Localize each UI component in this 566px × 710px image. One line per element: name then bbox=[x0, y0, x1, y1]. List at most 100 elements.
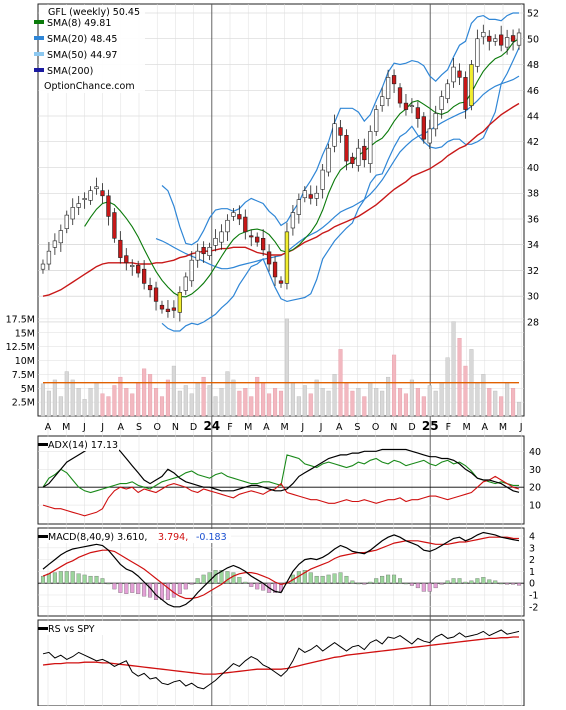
legend-swatch-sma20 bbox=[34, 36, 44, 40]
volume-bar bbox=[106, 396, 111, 417]
candle-body bbox=[64, 214, 69, 229]
volume-bar bbox=[433, 390, 438, 417]
candle-body bbox=[255, 236, 260, 243]
legend-sma8: SMA(8) 49.81 bbox=[47, 18, 111, 29]
macd-histogram-bar bbox=[415, 583, 420, 589]
macd-histogram-bar bbox=[463, 581, 468, 584]
adx-label: ADX(14) 17.13 bbox=[48, 440, 118, 451]
x-month-label: J bbox=[319, 422, 323, 433]
volume-bar bbox=[148, 374, 153, 417]
candle-body bbox=[320, 169, 325, 190]
adx-tick-label: 20 bbox=[529, 483, 541, 494]
macd-histogram-bar bbox=[338, 572, 343, 584]
candle-body bbox=[171, 307, 177, 311]
volume-bar bbox=[70, 379, 75, 417]
macd-histogram-bar bbox=[231, 572, 236, 584]
candle-body bbox=[231, 212, 236, 217]
volume-tick-label: 12.5M bbox=[6, 342, 35, 353]
x-month-label: N bbox=[390, 422, 397, 433]
band-upper bbox=[161, 12, 519, 246]
macd-tick-label: 1 bbox=[529, 567, 535, 578]
macd-histogram-bar bbox=[332, 573, 337, 584]
volume-bar bbox=[159, 396, 165, 417]
macd-histogram-bar bbox=[118, 583, 123, 593]
candle-body bbox=[433, 113, 438, 130]
legend-sma200: SMA(200) bbox=[47, 66, 93, 77]
indicator-lines bbox=[38, 443, 524, 690]
volume-bar bbox=[350, 390, 355, 417]
macd-histogram-bar bbox=[362, 583, 367, 585]
volume-bar bbox=[374, 388, 379, 417]
candle-body bbox=[189, 259, 194, 282]
rs-line bbox=[42, 629, 520, 690]
volume-bar bbox=[189, 393, 194, 417]
volume-bar bbox=[505, 382, 510, 417]
volume-bar bbox=[409, 379, 414, 417]
candle-body bbox=[439, 96, 444, 110]
volume-bar bbox=[183, 385, 188, 417]
price-tick-label: 34 bbox=[527, 240, 539, 251]
macd-histogram-bar bbox=[64, 571, 69, 584]
price-tick-label: 46 bbox=[527, 86, 539, 97]
volume-bar bbox=[249, 396, 254, 417]
volume-bar bbox=[511, 388, 516, 417]
volume-bar bbox=[171, 365, 176, 417]
volume-bar bbox=[52, 379, 57, 417]
grid-lines bbox=[38, 4, 524, 706]
volume-bar bbox=[88, 388, 93, 417]
macd-histogram-bar bbox=[326, 574, 331, 584]
volume-bar bbox=[58, 396, 63, 417]
candle-body bbox=[308, 194, 313, 199]
volume-bar bbox=[314, 379, 319, 417]
sma200-line bbox=[42, 102, 520, 297]
adx-tick-label: 30 bbox=[529, 465, 541, 476]
price-tick-label: 28 bbox=[527, 317, 539, 328]
candle-body bbox=[237, 214, 242, 220]
volume-bar bbox=[445, 357, 450, 417]
macd-histogram-bar bbox=[207, 572, 212, 584]
macd-label: MACD(8,40,9) 3.610, bbox=[48, 532, 147, 543]
legend-sma20: SMA(20) 48.45 bbox=[47, 34, 117, 45]
macd-tick-label: -1 bbox=[529, 590, 538, 601]
candle-body bbox=[403, 102, 409, 110]
candle-body bbox=[183, 276, 188, 291]
candle-body bbox=[100, 190, 105, 197]
macd-histogram-bar bbox=[183, 583, 188, 590]
candle-body bbox=[195, 250, 200, 261]
volume-bar bbox=[397, 388, 403, 417]
candle-body bbox=[225, 219, 230, 233]
x-month-label: D bbox=[190, 422, 197, 433]
macd-label-bg bbox=[39, 529, 231, 543]
candle-body bbox=[88, 190, 93, 201]
macd-histogram-bar bbox=[439, 583, 444, 585]
band-lower bbox=[161, 47, 520, 332]
volume-bar bbox=[130, 393, 135, 417]
macd-line bbox=[42, 531, 520, 608]
macd-histogram-bar bbox=[100, 578, 105, 584]
volume-bar bbox=[499, 396, 504, 417]
volume-bar bbox=[493, 390, 498, 417]
x-year-label: 25 bbox=[422, 419, 439, 433]
macd-tick-label: 4 bbox=[529, 532, 535, 543]
candle-body bbox=[130, 265, 135, 267]
x-month-label: A bbox=[118, 422, 125, 433]
volume-bar bbox=[82, 399, 87, 417]
macd-histogram-bar bbox=[189, 583, 194, 585]
volume-bar bbox=[255, 376, 260, 417]
volume-bar bbox=[356, 388, 361, 417]
volume-bar bbox=[177, 390, 182, 417]
macd-histogram-bar bbox=[46, 573, 51, 584]
candle-body bbox=[481, 32, 486, 38]
plus-di-line bbox=[42, 454, 519, 494]
macd-tick-label: -2 bbox=[529, 602, 538, 613]
macd-histogram-bar bbox=[380, 575, 385, 584]
candle-body bbox=[326, 147, 331, 173]
candle-body bbox=[40, 263, 46, 270]
adx-line bbox=[42, 443, 520, 493]
volume-bar bbox=[344, 382, 349, 417]
macd-histogram-bar bbox=[142, 583, 147, 597]
candle-body bbox=[106, 195, 111, 217]
volume-bar bbox=[237, 390, 242, 417]
volume-bar bbox=[332, 374, 337, 417]
volume-bar bbox=[165, 379, 170, 417]
